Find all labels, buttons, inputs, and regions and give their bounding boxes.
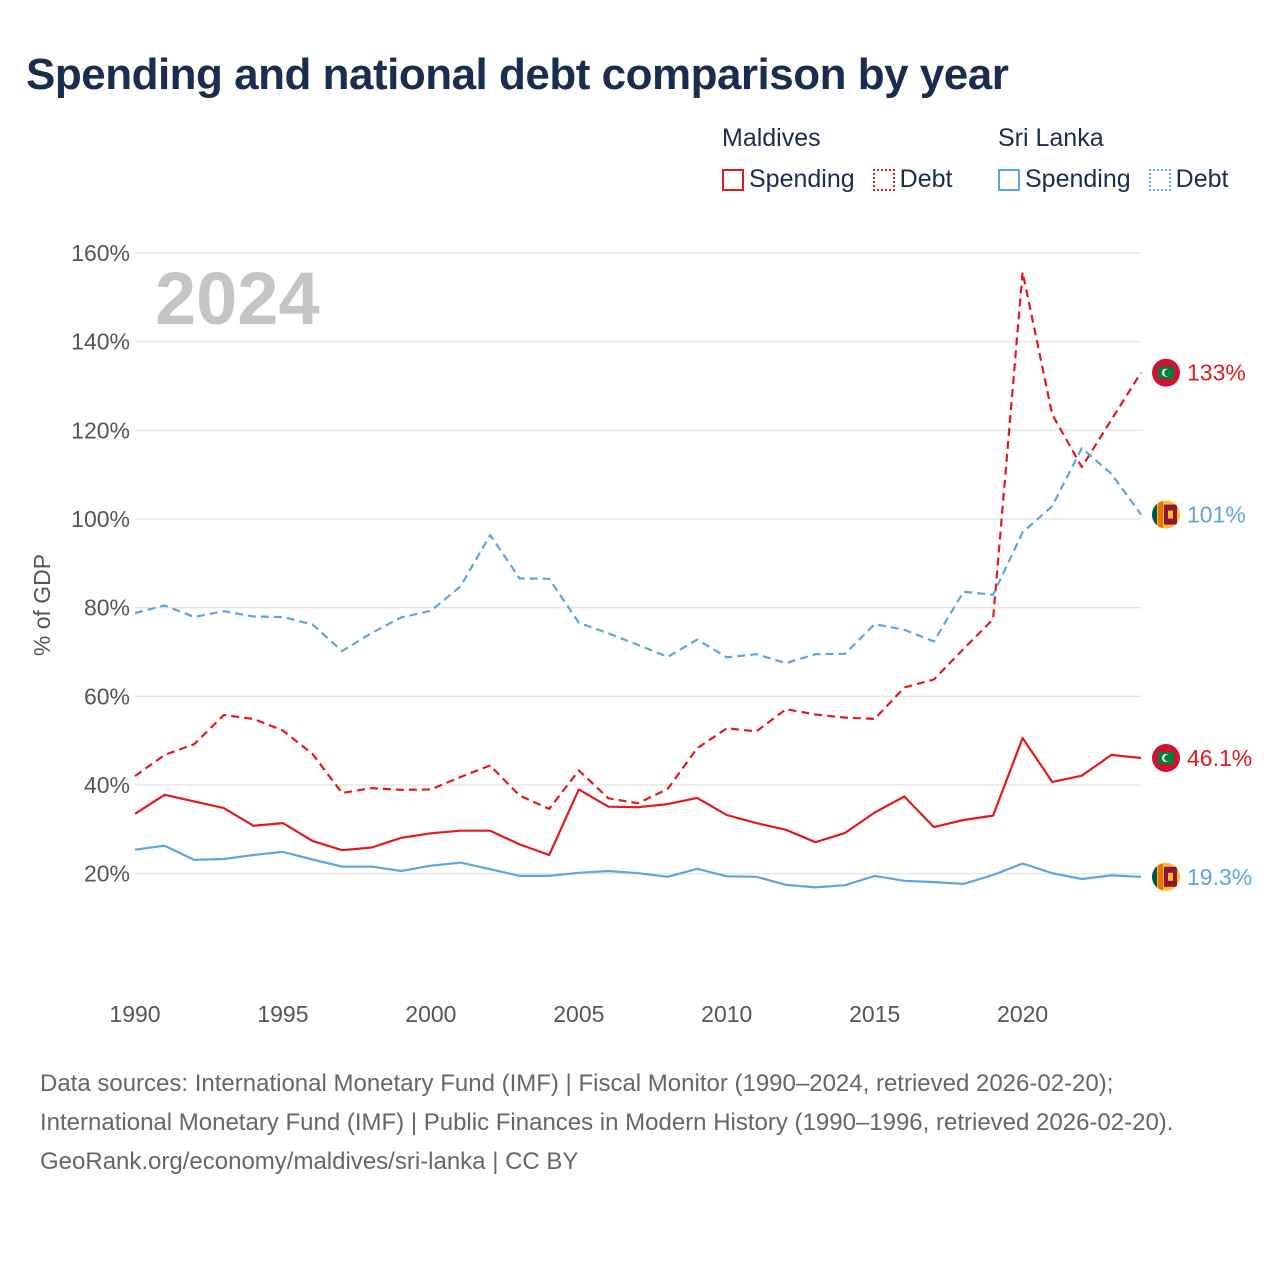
y-tick-label: 160% bbox=[71, 240, 130, 266]
solid-line-swatch-icon bbox=[998, 168, 1020, 191]
flag-orange-band bbox=[1158, 500, 1163, 529]
series-lines bbox=[134, 270, 1142, 889]
flag-green-band bbox=[1152, 500, 1157, 529]
year-overlay: 2024 bbox=[155, 257, 320, 340]
gridlines bbox=[135, 252, 1141, 875]
flag-clip-group bbox=[1152, 500, 1177, 529]
x-tick-label: 2010 bbox=[701, 1001, 752, 1027]
x-tick-label: 2000 bbox=[405, 1001, 456, 1027]
flag-orange-band bbox=[1158, 862, 1163, 891]
dotted-line-swatch-icon bbox=[872, 168, 895, 191]
flag-marker-sri-lanka bbox=[1152, 500, 1180, 529]
legend-maldives-debt[interactable]: Debt bbox=[872, 165, 953, 194]
credit-line[interactable]: GeoRank.org/economy/maldives/sri-lanka |… bbox=[40, 1148, 579, 1175]
legend-maldives-spending[interactable]: Spending bbox=[722, 165, 855, 194]
dotted-line-swatch-icon bbox=[1148, 168, 1171, 191]
flag-green-band bbox=[1152, 862, 1157, 891]
flag-marker-sri-lanka bbox=[1152, 862, 1180, 891]
series-line-maldives-spending bbox=[134, 736, 1142, 857]
legend-item-label: Debt bbox=[1175, 165, 1229, 193]
legend-item-label: Spending bbox=[1025, 165, 1131, 193]
y-tick-label: 60% bbox=[84, 683, 130, 709]
flag-lion bbox=[1168, 510, 1173, 519]
flag-clip-group bbox=[1152, 862, 1177, 891]
legend-group-title: Maldives bbox=[722, 124, 821, 152]
chart-title: Spending and national debt comparison by… bbox=[26, 50, 1009, 99]
crescent-cut bbox=[1164, 369, 1171, 377]
flag-marker-maldives bbox=[1152, 358, 1180, 387]
crescent-cut bbox=[1164, 754, 1171, 762]
y-tick-label: 40% bbox=[84, 772, 130, 798]
flag-marker-maldives bbox=[1152, 744, 1180, 772]
legend-item-label: Spending bbox=[749, 165, 855, 193]
y-tick-label: 100% bbox=[71, 506, 130, 532]
x-tick-label: 1990 bbox=[109, 1001, 160, 1027]
x-tick-label: 2020 bbox=[997, 1001, 1048, 1027]
y-tick-label: 140% bbox=[71, 329, 130, 355]
y-tick-label: 120% bbox=[71, 417, 130, 443]
flag-lion bbox=[1168, 872, 1173, 881]
legend-sri-lanka-spending[interactable]: Spending bbox=[998, 165, 1131, 194]
line-chart: 2024 160%140%120%100%80%60%40%20% 1990 19… bbox=[29, 240, 1252, 1027]
solid-line-swatch-icon bbox=[722, 168, 744, 191]
legend-group-maldives: Maldives Spending Debt bbox=[722, 124, 952, 194]
x-tick-label: 1995 bbox=[257, 1001, 308, 1027]
data-sources: Data sources: International Monetary Fun… bbox=[40, 1070, 1174, 1136]
footer: Data sources: International Monetary Fun… bbox=[40, 1064, 1240, 1181]
x-tick-label: 2015 bbox=[849, 1001, 900, 1027]
end-value-label: 133% bbox=[1187, 360, 1246, 386]
y-tick-label: 20% bbox=[84, 861, 130, 887]
end-value-label: 101% bbox=[1187, 502, 1246, 528]
x-axis-ticks: 1990 1995 2000 2005 2010 2015 2020 bbox=[109, 1001, 1048, 1027]
series-line-sri-lanka-debt bbox=[134, 447, 1142, 665]
series-line-maldives-debt bbox=[134, 270, 1142, 811]
x-tick-label: 2005 bbox=[553, 1001, 604, 1027]
legend-group-sri-lanka: Sri Lanka Spending Debt bbox=[998, 124, 1228, 194]
series-end-labels: 133% 101% 46.1% 19.3% bbox=[1152, 358, 1252, 891]
y-axis-label: % of GDP bbox=[29, 554, 55, 656]
y-axis-ticks: 160% 140% 120% 100% 80% 60% 40% 20% bbox=[71, 240, 130, 887]
end-value-label: 19.3% bbox=[1187, 864, 1252, 890]
series-line-sri-lanka-spending bbox=[134, 844, 1142, 889]
legend-item-label: Debt bbox=[899, 165, 953, 193]
y-tick-label: 80% bbox=[84, 595, 130, 621]
end-value-label: 46.1% bbox=[1187, 745, 1252, 771]
legend-sri-lanka-debt[interactable]: Debt bbox=[1148, 165, 1229, 194]
legend-group-title: Sri Lanka bbox=[998, 124, 1104, 152]
